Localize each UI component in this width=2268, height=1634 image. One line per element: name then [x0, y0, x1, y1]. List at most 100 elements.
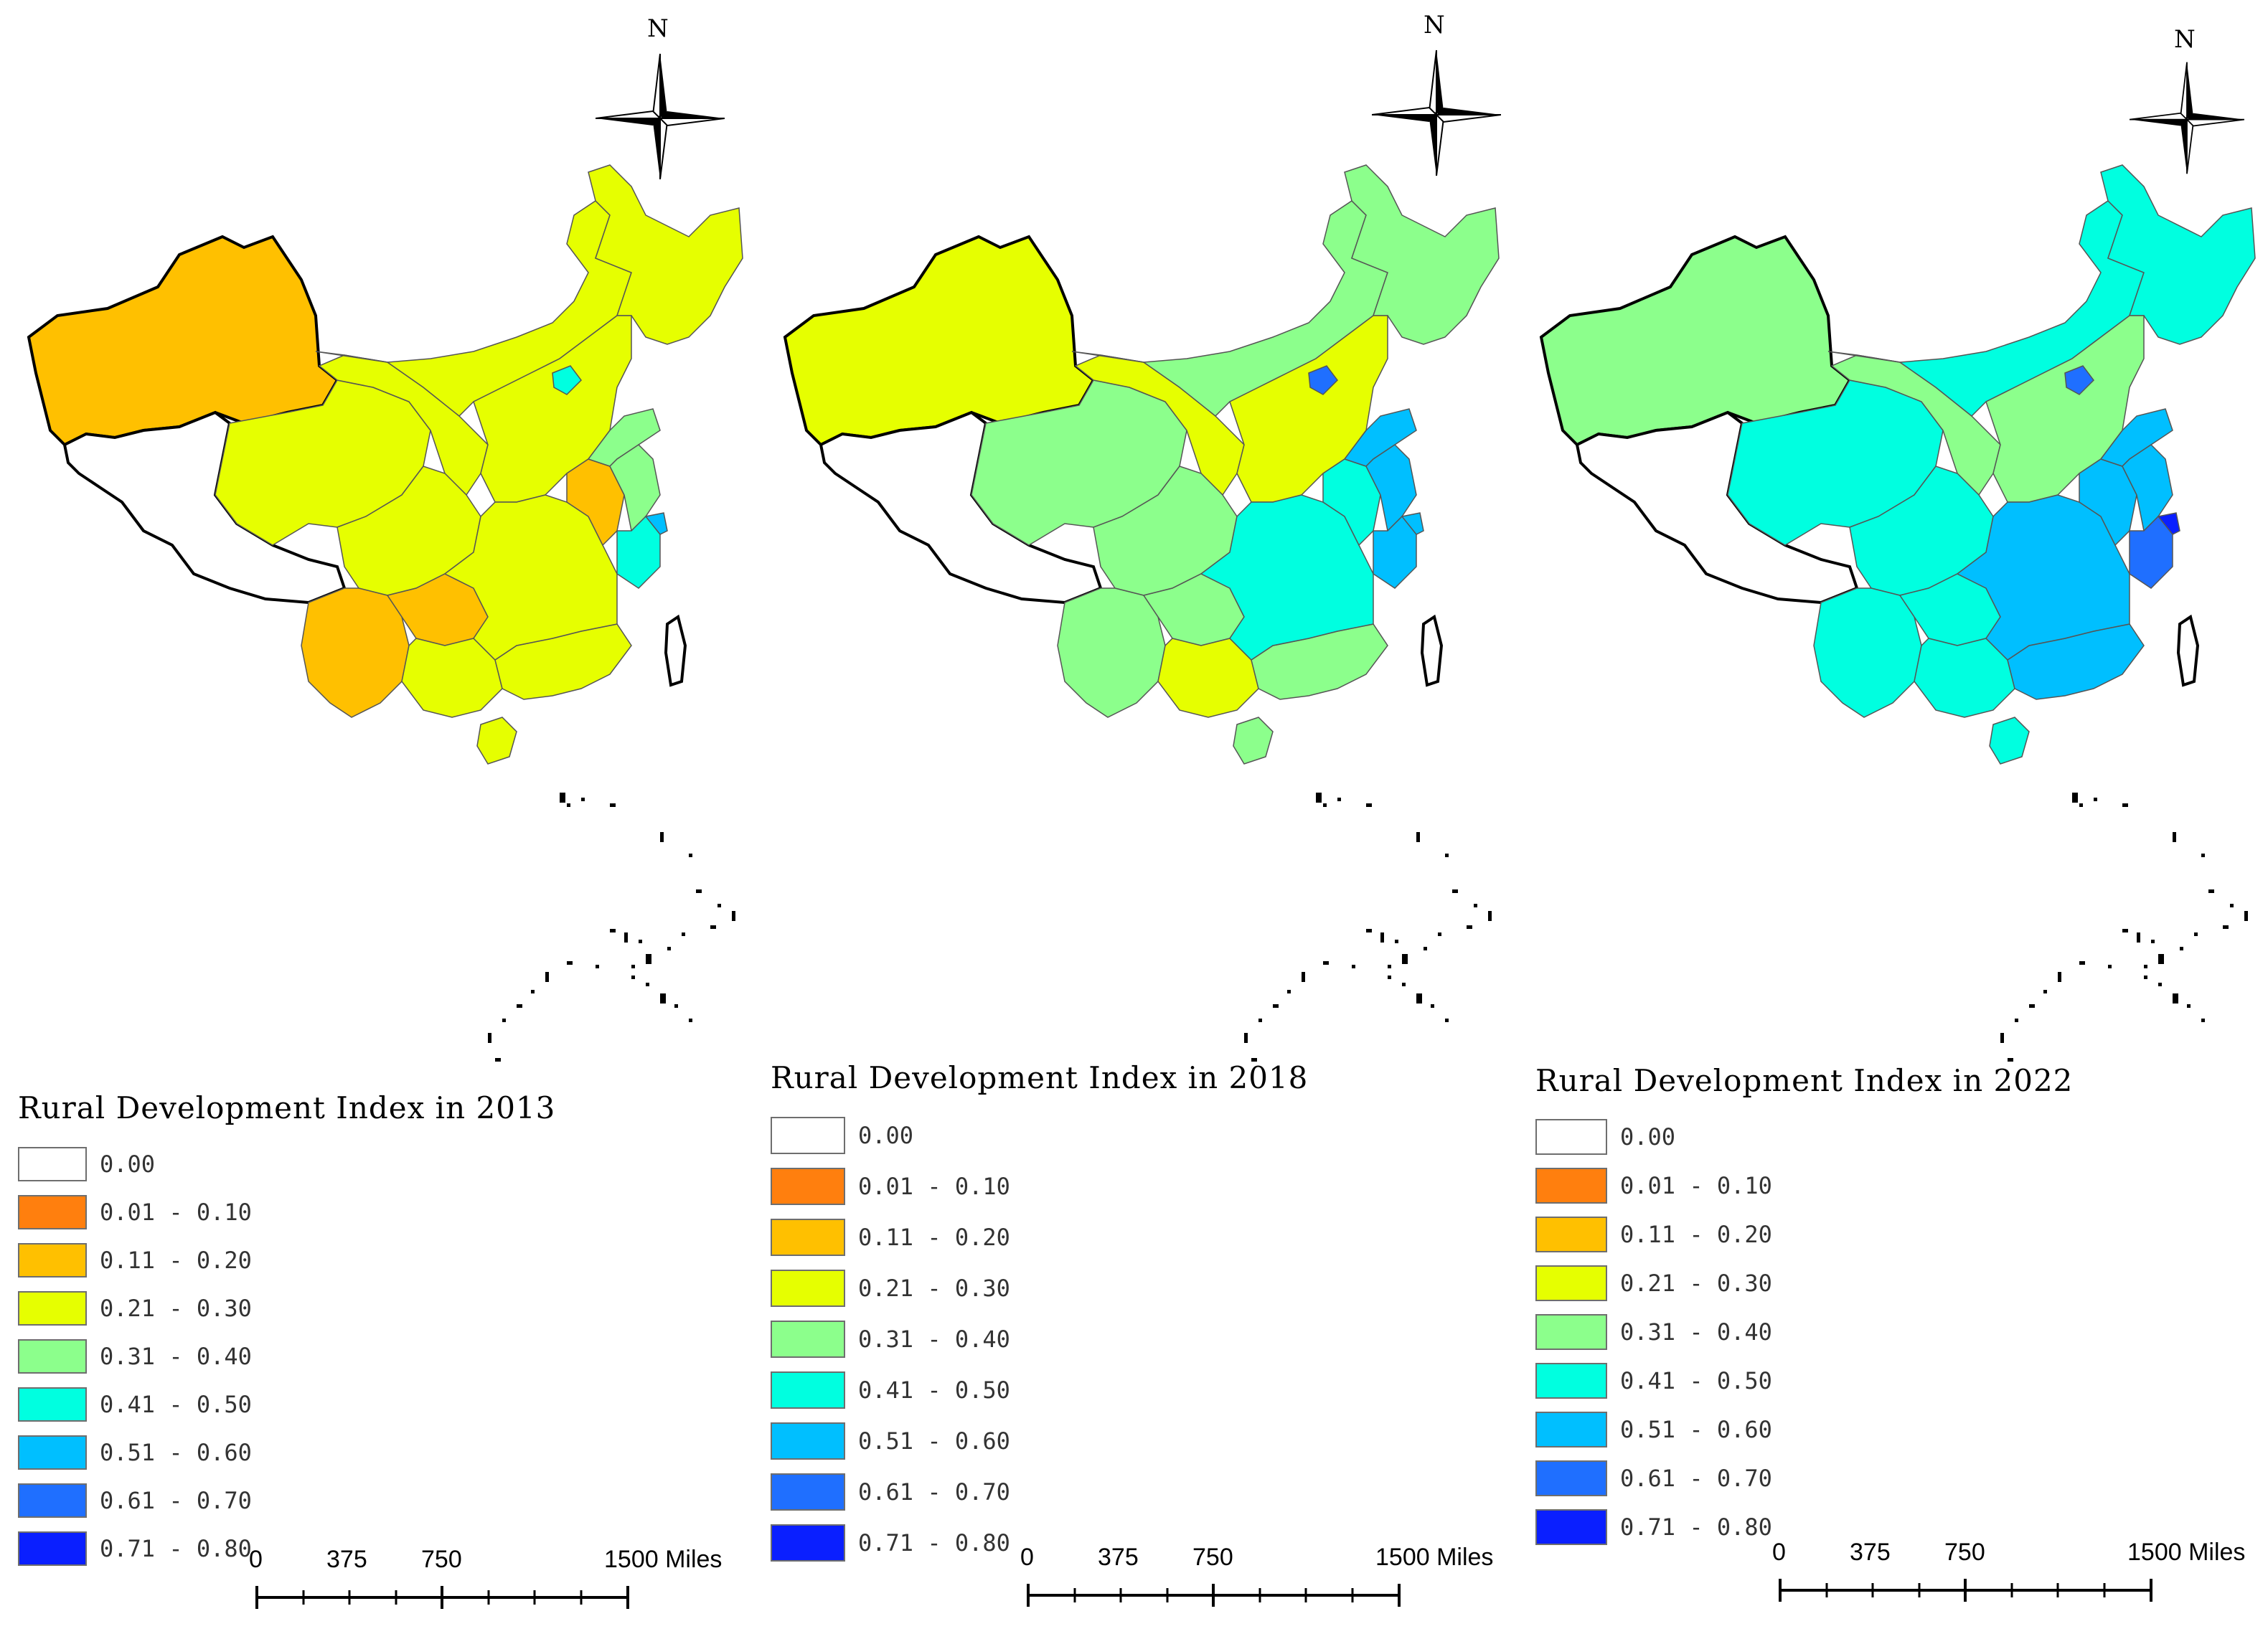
- island-mark: [1251, 1058, 1257, 1062]
- legend-2018: Rural Development Index in 2018 0.00 0.0…: [771, 1060, 1308, 1568]
- legend-label-2: 0.11 - 0.20: [1620, 1221, 1772, 1248]
- legend-swatch-2: [1535, 1217, 1607, 1252]
- island-mark: [689, 1019, 692, 1022]
- island-mark: [2208, 889, 2214, 893]
- north-label: N: [1424, 11, 1445, 39]
- island-mark: [660, 832, 664, 842]
- legend-row-1: 0.01 - 0.10: [1535, 1161, 2073, 1210]
- island-mark: [2000, 1033, 2004, 1043]
- region-zhejiang: [2129, 515, 2173, 589]
- legend-swatch-6: [18, 1435, 87, 1470]
- legend-row-7: 0.61 - 0.70: [18, 1476, 555, 1524]
- island-mark: [2108, 965, 2112, 968]
- island-mark: [517, 1004, 522, 1008]
- legend-label-0: 0.00: [858, 1121, 914, 1149]
- island-mark: [682, 932, 685, 936]
- region-taiwan: [2176, 614, 2200, 687]
- compass-rose-icon: [2129, 62, 2245, 174]
- legend-label-3: 0.21 - 0.30: [1620, 1270, 1772, 1297]
- scale-bar: 0 375 750 1500 Miles: [1772, 1539, 2245, 1603]
- region-zhejiang: [616, 515, 661, 589]
- scale-label-375: 375: [1850, 1539, 1891, 1566]
- legend-label-4: 0.31 - 0.40: [100, 1342, 252, 1370]
- legend-2022: Rural Development Index in 2022 0.00 0.0…: [1535, 1063, 2073, 1552]
- legend-label-3: 0.21 - 0.30: [100, 1294, 252, 1322]
- island-mark: [2122, 929, 2128, 932]
- island-mark: [2008, 1058, 2013, 1062]
- island-mark: [2173, 993, 2178, 1003]
- island-mark: [596, 965, 599, 968]
- island-mark: [1323, 803, 1327, 807]
- legend-swatch-1: [1535, 1168, 1607, 1204]
- legend-swatch-6: [1535, 1412, 1607, 1448]
- region-shanghai: [2157, 512, 2180, 535]
- island-mark: [1416, 993, 1422, 1003]
- island-mark: [610, 929, 616, 932]
- legend-swatch-2: [771, 1218, 845, 1256]
- legend-swatch-3: [1535, 1265, 1607, 1301]
- legend-label-2: 0.11 - 0.20: [100, 1246, 252, 1274]
- island-mark: [2015, 1019, 2018, 1022]
- island-mark: [567, 803, 570, 807]
- region-north-china: [1985, 315, 2145, 503]
- island-mark: [624, 932, 628, 943]
- legend-swatch-7: [1535, 1460, 1607, 1496]
- legend-swatch-4: [1535, 1314, 1607, 1350]
- map-panel-2013: N Rural Development Index in 2013 0.00 0…: [0, 0, 756, 1634]
- island-mark: [560, 793, 565, 803]
- island-mark: [2158, 983, 2162, 986]
- legend-swatch-5: [1535, 1363, 1607, 1399]
- legend-swatch-0: [18, 1146, 87, 1181]
- north-arrow-icon: N: [595, 14, 725, 182]
- north-arrow-icon: N: [2129, 25, 2245, 179]
- island-mark: [1402, 983, 1406, 986]
- island-mark: [1316, 793, 1322, 803]
- legend-swatch-0: [771, 1116, 845, 1154]
- island-mark: [2201, 854, 2205, 857]
- island-mark: [1416, 832, 1420, 842]
- region-jiangsu: [609, 444, 661, 532]
- island-mark: [660, 993, 666, 1003]
- legend-row-2: 0.11 - 0.20: [771, 1212, 1308, 1262]
- legend-label-8: 0.71 - 0.80: [100, 1534, 252, 1562]
- legend-label-0: 0.00: [1620, 1123, 1676, 1151]
- island-mark: [2187, 1004, 2191, 1008]
- region-zhejiang: [1373, 515, 1417, 589]
- scale-label-1500: 1500 Miles: [2127, 1539, 2246, 1566]
- island-mark: [2072, 793, 2078, 803]
- legend-swatch-5: [771, 1371, 845, 1409]
- legend-label-6: 0.51 - 0.60: [100, 1438, 252, 1466]
- region-jiangsu: [1365, 444, 1417, 532]
- island-mark: [1337, 798, 1341, 801]
- region-jiangsu: [2122, 444, 2173, 532]
- island-mark: [1388, 965, 1391, 968]
- island-mark: [2151, 940, 2155, 943]
- region-tibet: [819, 410, 1103, 605]
- island-mark: [2223, 925, 2229, 929]
- legend-row-0: 0.00: [18, 1140, 555, 1188]
- region-beijing: [552, 365, 582, 395]
- island-mark: [488, 1033, 491, 1043]
- legend-label-6: 0.51 - 0.60: [858, 1427, 1010, 1455]
- legend-row-6: 0.51 - 0.60: [1535, 1405, 2073, 1454]
- legend-2013: Rural Development Index in 2013 0.00 0.0…: [18, 1090, 555, 1572]
- island-mark: [639, 940, 642, 943]
- map-panel-2022: N Rural Development Index in 2022 0.00 0…: [1512, 0, 2268, 1634]
- island-mark: [1467, 925, 1472, 929]
- island-mark: [2122, 803, 2128, 807]
- region-taiwan: [1420, 614, 1444, 687]
- south-china-sea-islands: [1244, 793, 1492, 1062]
- scale-label-750: 750: [1944, 1539, 1985, 1566]
- region-north-china: [473, 315, 632, 503]
- legend-swatch-5: [18, 1387, 87, 1422]
- island-mark: [581, 798, 585, 801]
- legend-label-7: 0.61 - 0.70: [100, 1486, 252, 1514]
- legend-swatch-7: [771, 1473, 845, 1511]
- island-mark: [696, 889, 702, 893]
- island-mark: [2029, 1004, 2035, 1008]
- legend-label-6: 0.51 - 0.60: [1620, 1416, 1772, 1443]
- region-yunnan: [1057, 587, 1166, 718]
- legend-row-2: 0.11 - 0.20: [1535, 1210, 2073, 1259]
- choropleth-map-2022: [1539, 164, 2256, 1062]
- legend-label-5: 0.41 - 0.50: [858, 1376, 1010, 1404]
